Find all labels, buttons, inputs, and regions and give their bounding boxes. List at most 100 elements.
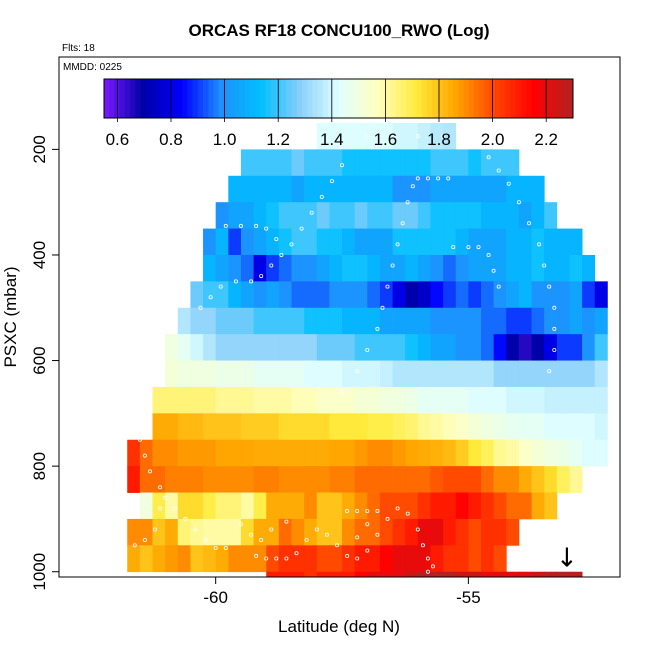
heatmap-cell [493, 281, 507, 309]
heatmap-cell [556, 386, 570, 414]
heatmap-cell [240, 254, 254, 282]
heatmap-cell [518, 334, 532, 361]
heatmap-cell [443, 228, 457, 256]
heatmap-cell [152, 518, 166, 546]
track-point [466, 245, 471, 250]
heatmap-cell [266, 175, 280, 203]
heatmap-cell [304, 360, 318, 388]
heatmap-cell [253, 413, 267, 441]
heatmap-cell [544, 466, 558, 493]
colorbar-segment [145, 79, 152, 118]
heatmap-cell [342, 545, 356, 573]
track-point [254, 223, 259, 228]
heatmap-cell [177, 413, 191, 441]
heatmap-cell [367, 307, 381, 335]
heatmap-cell [266, 466, 280, 493]
heatmap-cell [291, 307, 305, 335]
heatmap-cell [392, 228, 406, 256]
heatmap-cell [417, 518, 431, 546]
heatmap-cell [152, 413, 166, 441]
colorbar-segment [515, 79, 522, 118]
heatmap-cell [240, 386, 254, 414]
heatmap-cell [430, 307, 444, 335]
colorbar-segment [135, 79, 141, 118]
track-point [542, 263, 547, 268]
heatmap-cell [569, 466, 583, 493]
heatmap-cell [266, 149, 280, 177]
track-point [405, 511, 410, 516]
heatmap-cell [569, 571, 583, 577]
heatmap-cell [177, 466, 191, 493]
heatmap-cell [316, 386, 330, 414]
heatmap-cell [443, 545, 457, 573]
heatmap-cell [266, 518, 280, 546]
colorbar-segment [156, 79, 162, 118]
track-point [415, 527, 420, 532]
heatmap-cell [354, 122, 368, 150]
heatmap-cell [455, 281, 469, 309]
track-point [339, 390, 344, 395]
heatmap-cell [405, 202, 419, 229]
heatmap-cell [455, 202, 469, 229]
heatmap-cell [544, 360, 558, 388]
heatmap-cell [417, 360, 431, 388]
heatmap-cell [518, 202, 532, 229]
heatmap-cell [165, 360, 179, 388]
heatmap-cell [203, 281, 217, 309]
colorbar-tick-label: 1.4 [320, 130, 344, 149]
heatmap-cell [177, 334, 191, 361]
heatmap-cell [367, 281, 381, 309]
heatmap-cell [342, 228, 356, 256]
colorbar-segment [453, 79, 459, 118]
heatmap-cell [253, 254, 267, 282]
heatmap-cell [278, 413, 292, 441]
heatmap-cell [544, 254, 558, 282]
colorbar-segment [291, 79, 298, 118]
heatmap-cell [253, 281, 267, 309]
track-point [425, 176, 430, 181]
colorbar-tick-label: 0.6 [106, 130, 130, 149]
heatmap-cell [316, 492, 330, 520]
heatmap-cell [127, 466, 141, 493]
heatmap-cell [531, 386, 545, 414]
heatmap-cell [443, 518, 457, 546]
heatmap-cell [228, 360, 242, 388]
heatmap-cell [304, 413, 318, 441]
heatmap-cell [481, 466, 495, 493]
heatmap-cell [481, 175, 495, 203]
heatmap-cell [266, 281, 280, 309]
heatmap-cell [430, 202, 444, 229]
heatmap-cell [266, 254, 280, 282]
heatmap-cell [291, 518, 305, 546]
heatmap-cell [506, 413, 520, 441]
colorbar-segment [505, 79, 511, 118]
colorbar-segment [364, 79, 371, 118]
heatmap-cell [278, 439, 292, 467]
heatmap-cell [582, 307, 596, 335]
colorbar-tick-label: 1.8 [427, 130, 451, 149]
heatmap-cell [240, 228, 254, 256]
heatmap-cell [455, 518, 469, 546]
heatmap-cell [443, 571, 457, 577]
heatmap-cell [443, 254, 457, 282]
heatmap-cell [455, 175, 469, 203]
heatmap-cell [253, 149, 267, 177]
heatmap-cell [430, 360, 444, 388]
heatmap-cell [506, 202, 520, 229]
heatmap-cell [278, 228, 292, 256]
colorbar-tick-label: 1.6 [374, 130, 398, 149]
heatmap-cell [518, 571, 532, 577]
heatmap-cell [569, 228, 583, 256]
heatmap-cell [342, 281, 356, 309]
track-point [289, 242, 294, 247]
heatmap-cell [316, 175, 330, 203]
heatmap-cell [481, 202, 495, 229]
track-point [552, 347, 557, 352]
track-point [284, 556, 289, 561]
colorbar-segment [567, 79, 574, 118]
heatmap-cell [316, 466, 330, 493]
heatmap-cell [544, 202, 558, 229]
heatmap-cell [316, 307, 330, 335]
colorbar-segment [140, 79, 147, 118]
heatmap-cell [367, 386, 381, 414]
